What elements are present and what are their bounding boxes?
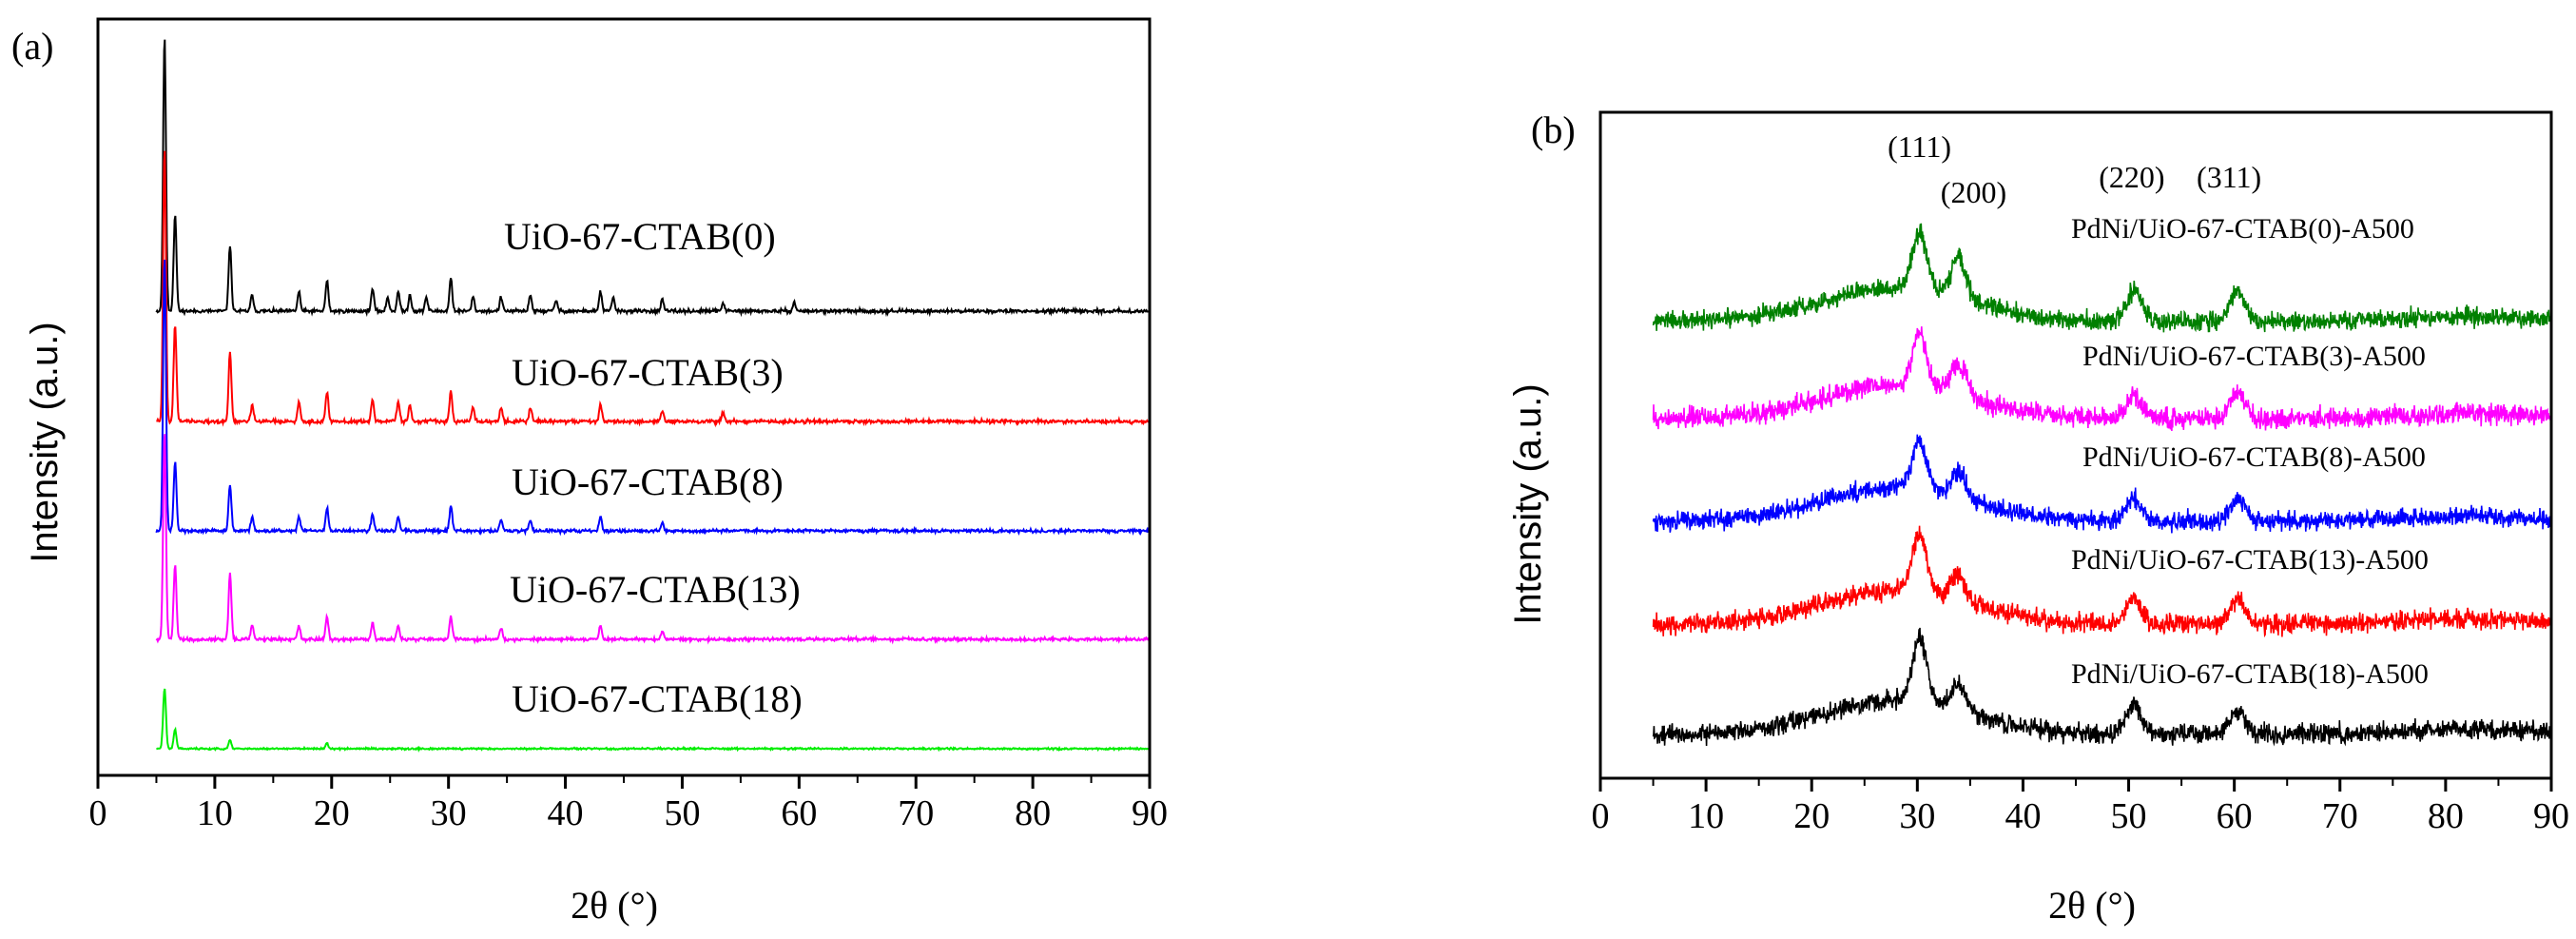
panel-a-x-ticks: 0 10 20 30 40 50 60 70 80 90 bbox=[89, 775, 1168, 833]
series-label-b-1: PdNi/UiO-67-CTAB(3)-A500 bbox=[2082, 341, 2426, 372]
panel-a-ylabel: Intensity (a.u.) bbox=[24, 322, 66, 562]
panel-b-curves bbox=[1652, 223, 2552, 747]
x-tick-label-20: 20 bbox=[314, 793, 350, 833]
panel-b-x-ticks: 0 10 20 30 40 50 60 70 80 90 bbox=[1592, 778, 2569, 836]
x-tick-label-40: 40 bbox=[548, 793, 584, 833]
series-label-a-3: UiO-67-CTAB(13) bbox=[510, 568, 801, 611]
panel-b-plot-frame bbox=[1598, 110, 2553, 780]
panel-b-xlabel: 2θ (°) bbox=[2048, 884, 2136, 927]
series-label-a-2: UiO-67-CTAB(8) bbox=[512, 460, 784, 503]
series-line-a-1 bbox=[156, 150, 1150, 428]
panel-a-series-labels: UiO-67-CTAB(0) UiO-67-CTAB(3) UiO-67-CTAB(… bbox=[504, 215, 803, 720]
peak-label-0: (111) bbox=[1888, 129, 1951, 164]
x-tick-label-10: 10 bbox=[1688, 796, 1724, 836]
x-tick-label-20: 20 bbox=[1793, 796, 1830, 836]
panel-b-series-labels: PdNi/UiO-67-CTAB(0)-A500 PdNi/UiO-67-CTAB… bbox=[2071, 213, 2429, 690]
peak-label-2: (220) bbox=[2099, 160, 2164, 194]
x-tick-label-80: 80 bbox=[1015, 793, 1051, 833]
panel-b: (b) Intensity (a.u.) 2θ (°) PdNi/UiO-67-… bbox=[1507, 108, 2569, 927]
x-tick-label-80: 80 bbox=[2428, 796, 2464, 836]
peak-label-1: (200) bbox=[1941, 175, 2006, 209]
x-tick-label-50: 50 bbox=[2111, 796, 2147, 836]
series-label-b-3: PdNi/UiO-67-CTAB(13)-A500 bbox=[2071, 544, 2429, 576]
panel-b-ylabel: Intensity (a.u.) bbox=[1507, 383, 1549, 624]
series-line-b-0 bbox=[1652, 223, 2552, 333]
x-tick-label-30: 30 bbox=[431, 793, 467, 833]
series-label-a-0: UiO-67-CTAB(0) bbox=[504, 215, 776, 258]
panel-a-label: (a) bbox=[11, 25, 53, 68]
x-tick-label-90: 90 bbox=[2533, 796, 2569, 836]
x-tick-label-90: 90 bbox=[1132, 793, 1168, 833]
panel-a-curves bbox=[155, 39, 1151, 753]
x-tick-label-50: 50 bbox=[664, 793, 700, 833]
x-tick-label-0: 0 bbox=[1592, 796, 1610, 836]
series-label-a-1: UiO-67-CTAB(3) bbox=[512, 351, 784, 394]
series-line-b-1 bbox=[1652, 326, 2552, 432]
series-line-a-0 bbox=[155, 39, 1151, 318]
panel-a-plot-frame bbox=[96, 17, 1152, 777]
series-line-b-4 bbox=[1652, 627, 2552, 747]
series-line-a-2 bbox=[155, 259, 1151, 537]
x-tick-label-70: 70 bbox=[898, 793, 934, 833]
series-label-b-0: PdNi/UiO-67-CTAB(0)-A500 bbox=[2071, 213, 2414, 245]
panel-a-xlabel: 2θ (°) bbox=[571, 884, 658, 927]
x-tick-label-70: 70 bbox=[2322, 796, 2358, 836]
series-line-b-2 bbox=[1652, 434, 2552, 534]
panel-a: (a) Intensity (a.u.) 2θ (°) UiO-67-CTAB(… bbox=[11, 17, 1168, 927]
x-tick-label-10: 10 bbox=[197, 793, 233, 833]
series-label-a-4: UiO-67-CTAB(18) bbox=[512, 677, 803, 720]
x-tick-label-40: 40 bbox=[2005, 796, 2041, 836]
x-tick-label-60: 60 bbox=[781, 793, 817, 833]
series-label-b-2: PdNi/UiO-67-CTAB(8)-A500 bbox=[2082, 441, 2426, 473]
peak-label-3: (311) bbox=[2197, 160, 2261, 194]
panel-b-label: (b) bbox=[1531, 108, 1576, 151]
series-line-a-3 bbox=[155, 434, 1150, 645]
series-line-a-4 bbox=[156, 688, 1151, 753]
x-tick-label-0: 0 bbox=[89, 793, 107, 833]
x-tick-label-60: 60 bbox=[2217, 796, 2253, 836]
x-tick-label-30: 30 bbox=[1899, 796, 1935, 836]
series-label-b-4: PdNi/UiO-67-CTAB(18)-A500 bbox=[2071, 658, 2429, 690]
panel-b-peak-labels: (111) (200) (220) (311) bbox=[1888, 129, 2261, 209]
series-line-b-3 bbox=[1652, 525, 2552, 638]
